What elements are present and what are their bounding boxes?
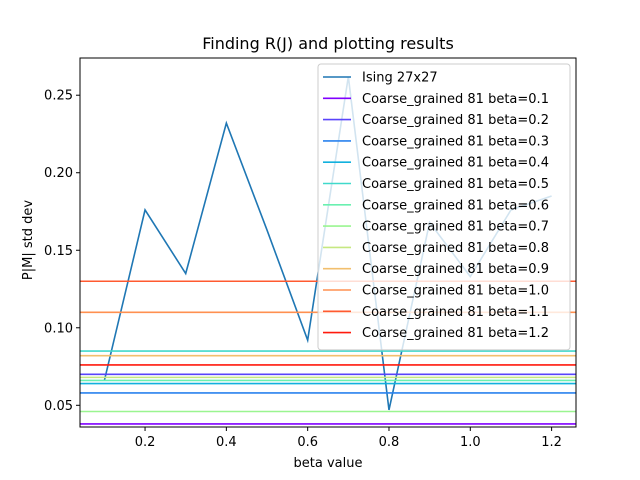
- y-tick-label: 0.10: [44, 321, 73, 336]
- plot-area: [79, 57, 577, 428]
- legend-label: Coarse_grained 81 beta=0.3: [362, 134, 549, 149]
- legend-label: Coarse_grained 81 beta=1.0: [362, 284, 549, 299]
- y-tick-label: 0.15: [44, 244, 73, 259]
- legend-label: Coarse_grained 81 beta=0.1: [362, 92, 549, 107]
- x-axis-label: beta value: [294, 456, 363, 471]
- chart-title: Finding R(J) and plotting results: [202, 34, 454, 53]
- legend-label: Coarse_grained 81 beta=0.2: [362, 113, 549, 128]
- legend-label: Coarse_grained 81 beta=0.5: [362, 177, 549, 192]
- legend-label: Coarse_grained 81 beta=1.1: [362, 305, 549, 320]
- legend-label: Ising 27x27: [362, 71, 438, 86]
- x-axis: 0.2 0.4 0.6 0.8 1.0 1.2: [135, 427, 562, 450]
- x-tick-label: 0.8: [379, 435, 400, 450]
- y-tick-label: 0.20: [44, 166, 73, 181]
- y-axis: 0.05 0.10 0.15 0.20 0.25: [44, 89, 80, 414]
- legend-label: Coarse_grained 81 beta=0.6: [362, 198, 549, 213]
- x-tick-label: 0.6: [297, 435, 318, 450]
- x-tick-label: 1.2: [541, 435, 562, 450]
- y-tick-label: 0.05: [44, 399, 73, 414]
- axes-frame: [79, 57, 577, 428]
- legend-box: [317, 63, 571, 351]
- legend-label: Coarse_grained 81 beta=0.9: [362, 262, 549, 277]
- legend-label: Coarse_grained 81 beta=0.4: [362, 156, 549, 171]
- legend-label: Coarse_grained 81 beta=0.8: [362, 241, 549, 256]
- x-tick-label: 1.0: [460, 435, 481, 450]
- series-group: [80, 76, 576, 425]
- y-axis-label: P|M| std dev: [21, 200, 36, 280]
- legend: Ising 27x27 Coarse_grained 81 beta=0.1 Coa…: [317, 63, 571, 351]
- legend-label: Coarse_grained 81 beta=1.2: [362, 326, 549, 341]
- legend-label: Coarse_grained 81 beta=0.7: [362, 220, 549, 235]
- y-tick-label: 0.25: [44, 89, 73, 104]
- x-tick-label: 0.4: [216, 435, 237, 450]
- x-tick-label: 0.2: [135, 435, 156, 450]
